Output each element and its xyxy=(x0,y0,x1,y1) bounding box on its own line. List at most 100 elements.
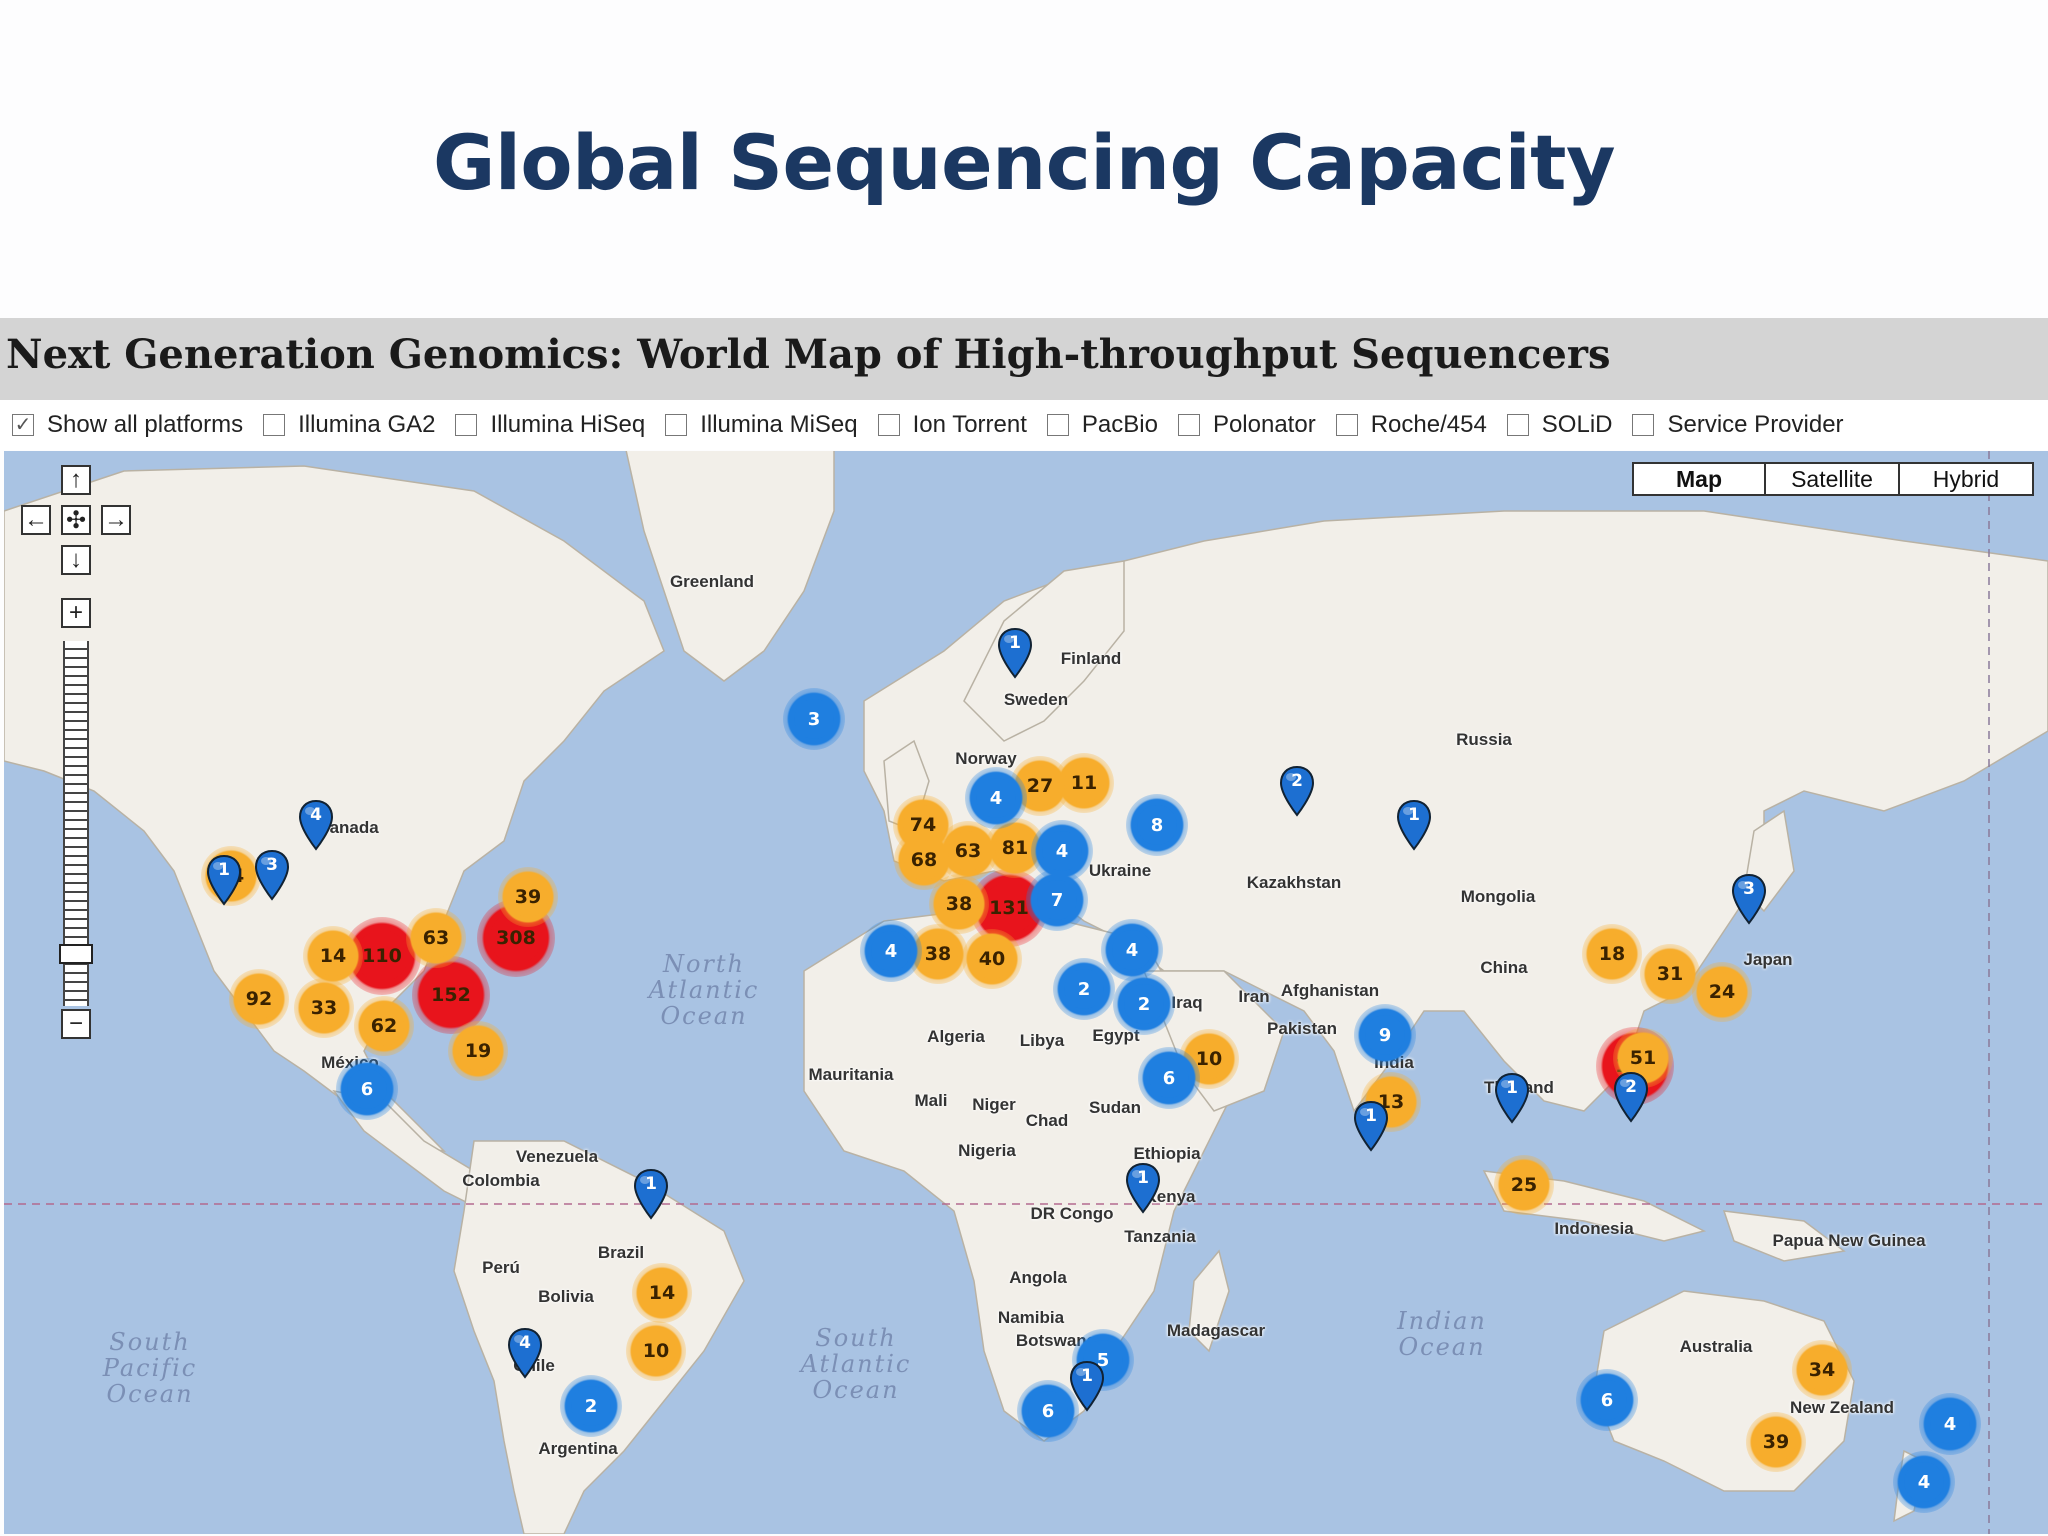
cluster-marker-mid[interactable]: 62 xyxy=(354,996,414,1056)
cluster-marker-low[interactable]: 2 xyxy=(1053,958,1115,1020)
pan-down-button[interactable]: ↓ xyxy=(61,545,91,575)
cluster-count: 39 xyxy=(1756,1422,1796,1462)
cluster-marker-mid[interactable]: 92 xyxy=(229,969,289,1029)
cluster-marker-low[interactable]: 3 xyxy=(783,688,845,750)
pan-up-button[interactable]: ↑ xyxy=(61,465,91,495)
cluster-marker-low[interactable]: 8 xyxy=(1126,794,1188,856)
ocean-label: North Atlantic Ocean xyxy=(648,950,760,1030)
cluster-marker-mid[interactable]: 63 xyxy=(406,908,466,968)
checkbox[interactable] xyxy=(263,414,286,436)
checkbox[interactable] xyxy=(1046,414,1069,436)
cluster-marker-mid[interactable]: 34 xyxy=(1792,1340,1852,1400)
pin-marker[interactable]: 1 xyxy=(1124,1162,1162,1214)
filter-label: PacBio xyxy=(1081,411,1158,438)
pin-marker[interactable]: 1 xyxy=(1352,1100,1390,1152)
cluster-count: 14 xyxy=(313,936,353,976)
checkbox[interactable] xyxy=(1506,414,1529,436)
cluster-marker-low[interactable]: 2 xyxy=(1113,973,1175,1035)
place-label: Angola xyxy=(1009,1268,1067,1287)
cluster-marker-mid[interactable]: 39 xyxy=(1746,1412,1806,1472)
filter-label: Roche/454 xyxy=(1370,411,1487,438)
map-type-hybrid-button[interactable]: Hybrid xyxy=(1898,462,2034,496)
pin-marker[interactable]: 1 xyxy=(205,854,243,906)
pan-left-button[interactable]: ← xyxy=(21,505,51,535)
pin-marker[interactable]: 2 xyxy=(1278,765,1316,817)
filter-solid[interactable]: SOLiD xyxy=(1506,411,1612,439)
cluster-count: 2 xyxy=(1124,984,1164,1024)
filter-ion-torrent[interactable]: Ion Torrent xyxy=(877,411,1027,439)
zoom-out-button[interactable]: − xyxy=(61,1009,91,1039)
pin-marker[interactable]: 3 xyxy=(253,849,291,901)
cluster-marker-low[interactable]: 4 xyxy=(1893,1451,1955,1513)
pan-right-button[interactable]: → xyxy=(101,505,131,535)
pin-marker[interactable]: 2 xyxy=(1612,1071,1650,1123)
pan-center-button[interactable]: ✣ xyxy=(61,505,91,535)
filter-pacbio[interactable]: PacBio xyxy=(1046,411,1158,439)
cluster-marker-low[interactable]: 4 xyxy=(1919,1393,1981,1455)
zoom-slider-thumb[interactable] xyxy=(59,944,93,964)
cluster-marker-low[interactable]: 6 xyxy=(336,1058,398,1120)
slide-title: Global Sequencing Capacity xyxy=(432,118,1616,207)
checkbox[interactable] xyxy=(455,414,478,436)
cluster-marker-low[interactable]: 4 xyxy=(860,920,922,982)
checkbox[interactable] xyxy=(1177,414,1200,436)
map-type-satellite-button[interactable]: Satellite xyxy=(1764,462,1900,496)
cluster-marker-high[interactable]: 152 xyxy=(412,956,490,1034)
pin-marker[interactable]: 1 xyxy=(1068,1360,1106,1412)
platform-filter-bar: ✓ Show all platforms Illumina GA2 Illumin… xyxy=(0,400,2048,450)
cluster-marker-mid[interactable]: 24 xyxy=(1692,962,1752,1022)
cluster-marker-mid[interactable]: 14 xyxy=(632,1263,692,1323)
place-label: Iraq xyxy=(1171,993,1203,1012)
cluster-marker-mid[interactable]: 11 xyxy=(1054,753,1114,813)
cluster-marker-low[interactable]: 7 xyxy=(1026,869,1088,931)
filter-service-provider[interactable]: Service Provider xyxy=(1632,411,1844,439)
cluster-marker-mid[interactable]: 14 xyxy=(303,926,363,986)
cluster-marker-mid[interactable]: 33 xyxy=(294,978,354,1038)
cluster-marker-low[interactable]: 6 xyxy=(1138,1047,1200,1109)
cluster-marker-low[interactable]: 6 xyxy=(1576,1369,1638,1431)
cluster-marker-mid[interactable]: 40 xyxy=(962,929,1022,989)
filter-roche-454[interactable]: Roche/454 xyxy=(1335,411,1487,439)
filter-illumina-ga2[interactable]: Illumina GA2 xyxy=(263,411,435,439)
cluster-marker-low[interactable]: 4 xyxy=(1101,919,1163,981)
pin-count: 1 xyxy=(1408,805,1420,825)
pin-marker[interactable]: 4 xyxy=(506,1327,544,1379)
place-label: Madagascar xyxy=(1166,1321,1266,1340)
filter-show-all[interactable]: ✓ Show all platforms xyxy=(12,411,243,439)
cluster-marker-mid[interactable]: 25 xyxy=(1494,1155,1554,1215)
cluster-marker-low[interactable]: 6 xyxy=(1017,1380,1079,1442)
cluster-marker-low[interactable]: 2 xyxy=(560,1375,622,1437)
map-type-map-button[interactable]: Map xyxy=(1632,462,1766,496)
filter-illumina-hiseq[interactable]: Illumina HiSeq xyxy=(455,411,645,439)
cluster-marker-mid[interactable]: 19 xyxy=(448,1021,508,1081)
checkbox[interactable] xyxy=(1335,414,1358,436)
zoom-in-button[interactable]: + xyxy=(61,598,91,628)
place-label: Greenland xyxy=(669,572,755,591)
pin-marker[interactable]: 4 xyxy=(297,799,335,851)
cluster-count: 9 xyxy=(1365,1015,1405,1055)
cluster-count: 14 xyxy=(642,1273,682,1313)
checkbox[interactable] xyxy=(1632,414,1655,436)
cluster-marker-mid[interactable]: 39 xyxy=(498,867,558,927)
world-map[interactable]: Greenland Finland Sweden Norway Russia Canada… xyxy=(4,451,2048,1534)
cluster-count: 5 xyxy=(1083,1340,1123,1380)
cluster-marker-low[interactable]: 9 xyxy=(1354,1004,1416,1066)
place-label: Australia xyxy=(1679,1337,1753,1356)
cluster-marker-mid[interactable]: 31 xyxy=(1640,944,1700,1004)
filter-polonator[interactable]: Polonator xyxy=(1177,411,1316,439)
cluster-count: 33 xyxy=(304,988,344,1028)
pin-marker[interactable]: 3 xyxy=(1730,873,1768,925)
checkbox[interactable] xyxy=(877,414,900,436)
checkbox[interactable]: ✓ xyxy=(12,414,34,436)
place-label: New Zealand xyxy=(1790,1398,1894,1417)
pin-marker[interactable]: 1 xyxy=(1493,1072,1531,1124)
cluster-marker-mid[interactable]: 18 xyxy=(1582,924,1642,984)
pin-count: 1 xyxy=(218,860,230,880)
pin-marker[interactable]: 1 xyxy=(632,1168,670,1220)
pin-marker[interactable]: 1 xyxy=(996,627,1034,679)
checkbox[interactable] xyxy=(665,414,688,436)
filter-illumina-miseq[interactable]: Illumina MiSeq xyxy=(665,411,858,439)
cluster-marker-mid[interactable]: 10 xyxy=(626,1321,686,1381)
cluster-marker-low[interactable]: 4 xyxy=(965,767,1027,829)
pin-marker[interactable]: 1 xyxy=(1395,799,1433,851)
